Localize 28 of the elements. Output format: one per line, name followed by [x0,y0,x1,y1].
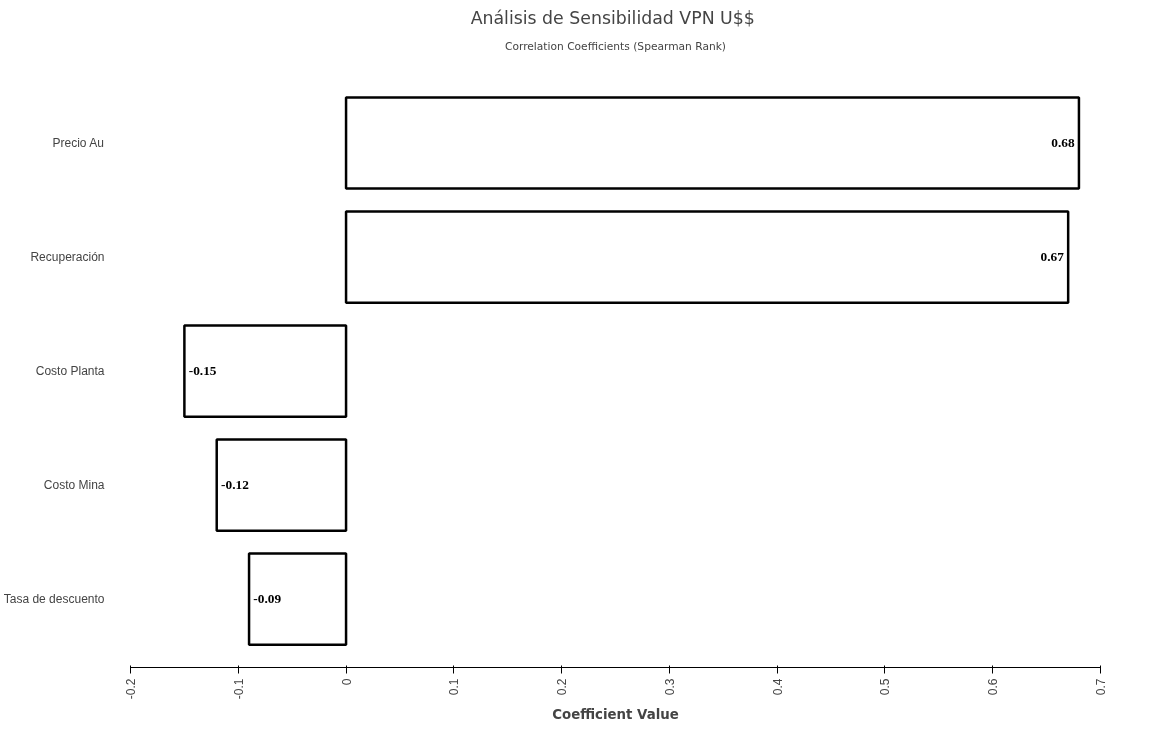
y-tick-label: Tasa de descuento [3,592,105,607]
chart-title: Análisis de Sensibilidad VPN U$$ [470,7,755,28]
x-axis-title: Coefficient Value [552,707,679,723]
x-tick-label: -0.1 [231,678,246,700]
x-tick-label: 0.5 [878,678,893,696]
x-tick-label: -0.2 [124,678,138,700]
x-tick-label: 0.6 [986,678,1001,696]
data-label: -0.12 [221,477,250,493]
x-tick-label: 0.4 [770,678,785,696]
bar [344,210,1070,304]
y-tick-label: Costo Planta [35,364,105,379]
data-label: 0.68 [1051,135,1075,151]
bar [247,552,348,646]
x-tick-label: 0.2 [555,678,570,696]
data-label: -0.15 [188,363,217,379]
x-tick-label: 0.7 [1094,678,1108,696]
x-tick-label: 0.1 [447,678,462,696]
x-tick-label: 0 [339,678,354,686]
bar [344,96,1081,190]
bar [215,438,348,532]
y-tick-label: Recuperación [30,250,105,265]
y-tick-label: Costo Mina [43,478,105,493]
data-label: 0.67 [1040,249,1065,265]
data-label: -0.09 [253,591,282,607]
chart-subtitle: Correlation Coefficients (Spearman Rank) [504,39,727,53]
y-tick-label: Precio Au [52,136,104,151]
bar [183,324,348,418]
x-tick-label: 0.3 [662,678,677,696]
